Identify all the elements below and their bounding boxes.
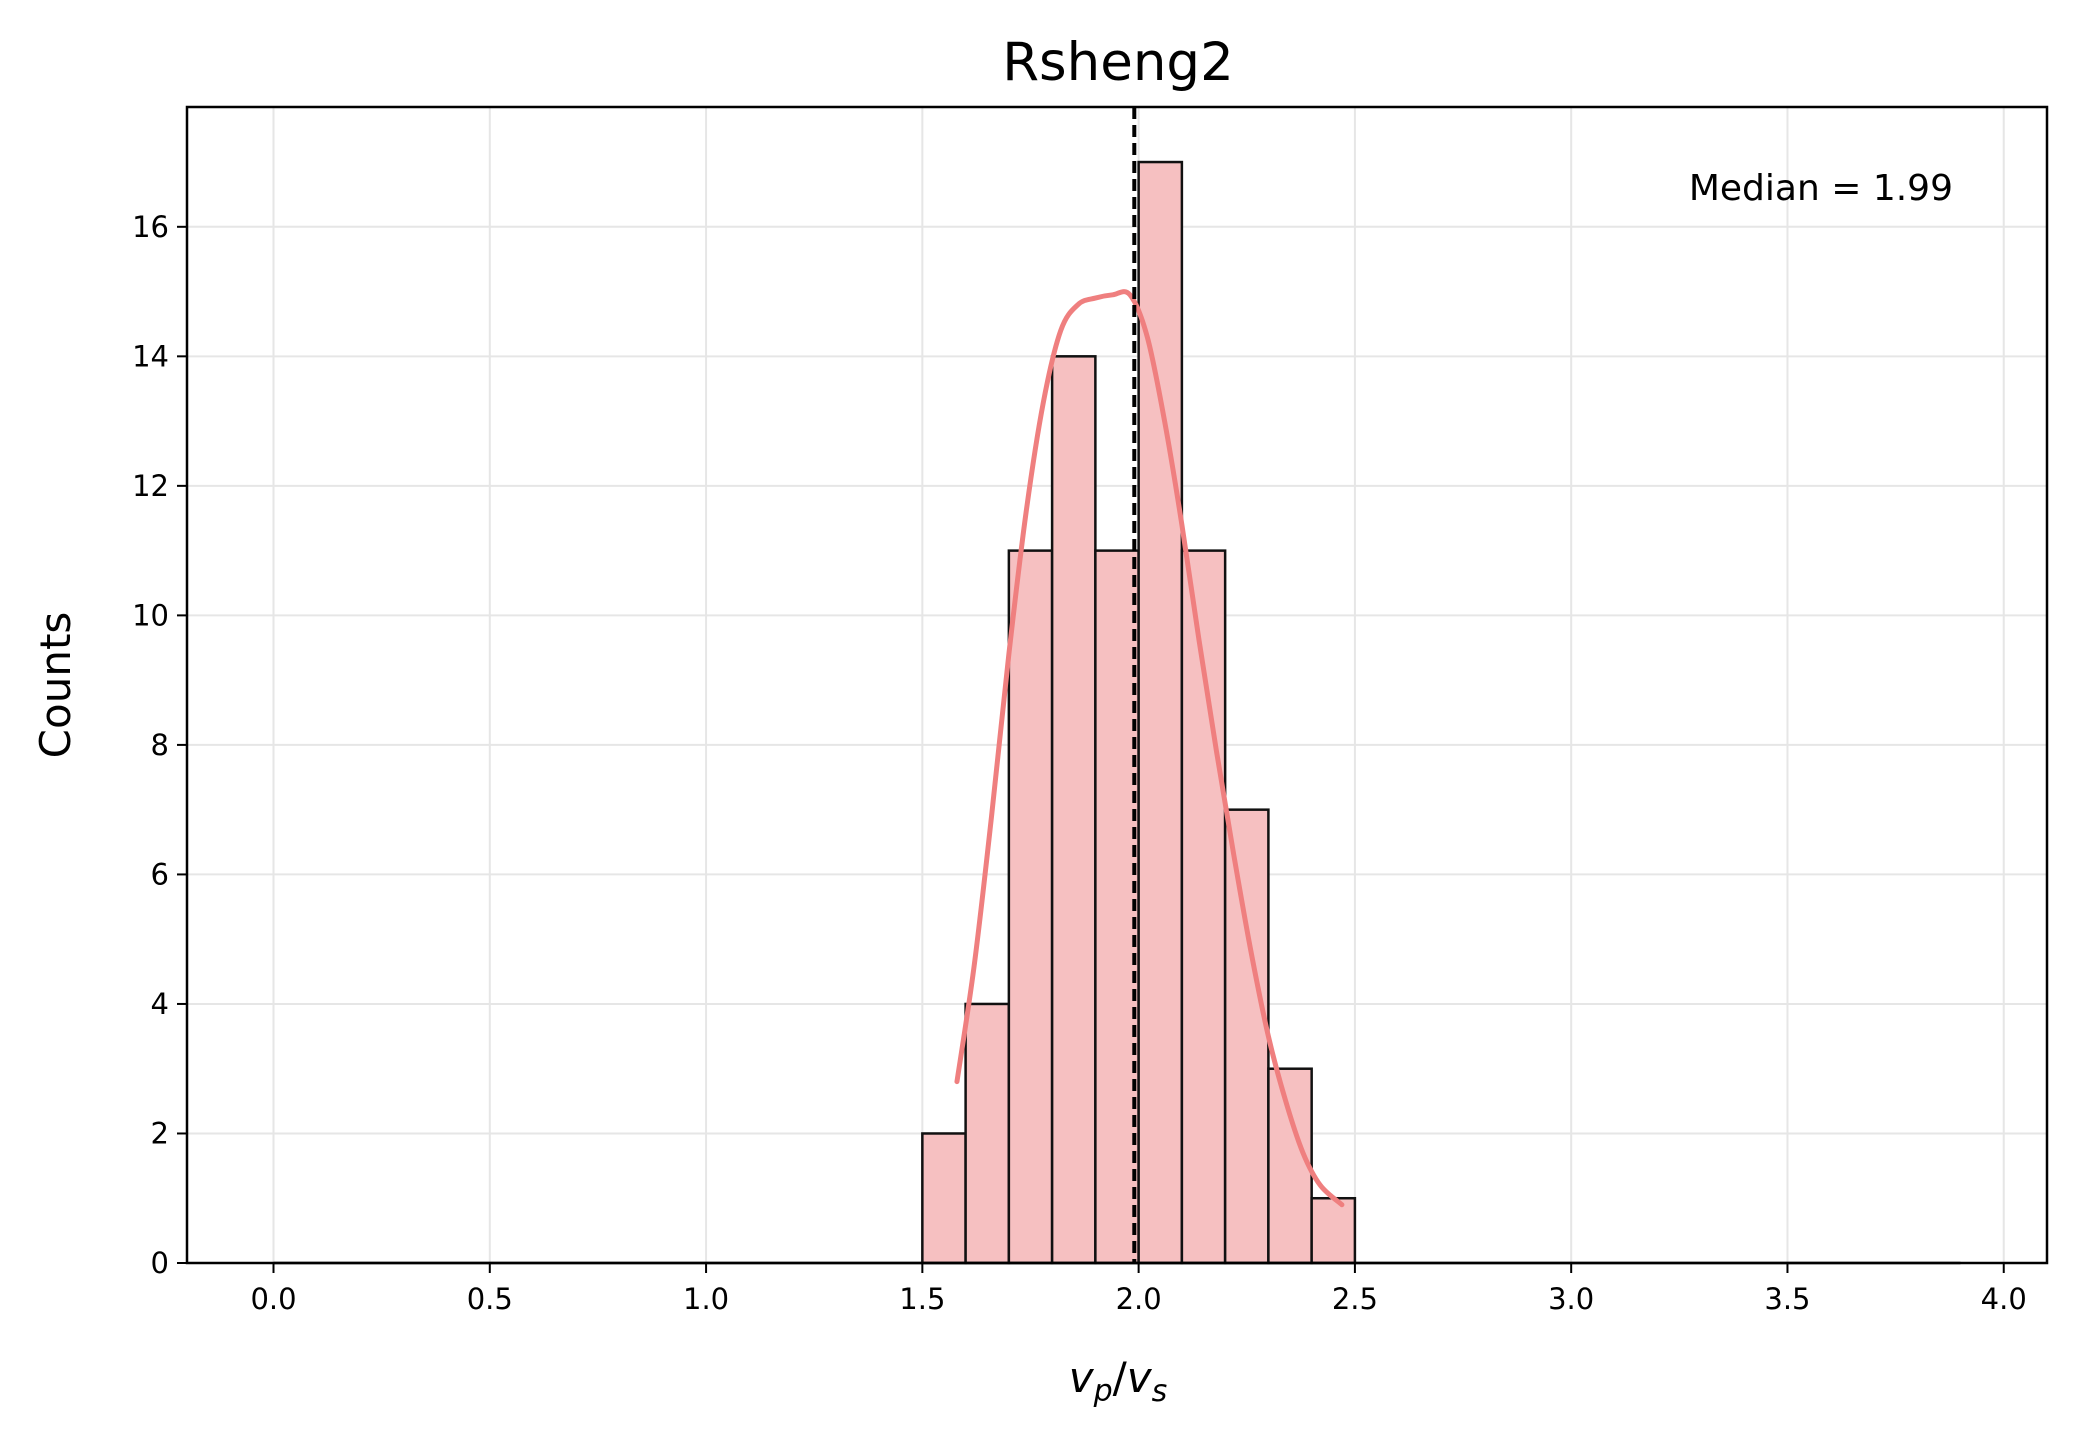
histogram-bar-1 — [964, 1002, 1011, 1265]
y-axis-label: Counts — [31, 612, 80, 759]
x-axis-ticks: 0.0 0.5 1.0 1.5 2.0 2.5 3.0 3.5 4.0 — [250, 1263, 2027, 1316]
x-tick-label-0: 0.0 — [250, 1282, 296, 1316]
chart-title: Rsheng2 — [1002, 32, 1234, 93]
y-tick-label-0: 0 — [151, 1246, 169, 1280]
x-tick-label-7: 3.5 — [1764, 1282, 1810, 1316]
plot-frame — [185, 105, 2049, 1265]
x-tick-label-4: 2.0 — [1116, 1282, 1162, 1316]
histogram-bars — [921, 160, 1357, 1265]
y-axis-ticks: 0 2 4 6 8 10 12 14 16 — [132, 210, 187, 1280]
y-tick-label-5: 10 — [132, 598, 169, 632]
histogram-bar-9 — [1310, 1196, 1357, 1265]
x-label-sub-s: s — [1152, 1374, 1168, 1409]
x-label-sub-p: p — [1093, 1374, 1113, 1409]
histogram-bar-2 — [1007, 549, 1054, 1265]
histogram-bar-8 — [1267, 1067, 1313, 1265]
x-tick-label-3: 1.5 — [899, 1282, 945, 1316]
y-tick-label-3: 6 — [151, 857, 169, 891]
y-tick-label-4: 8 — [151, 728, 169, 762]
x-label-v1: v — [1069, 1353, 1095, 1402]
histogram-bar-3 — [1050, 355, 1097, 1265]
y-tick-label-8: 16 — [132, 210, 169, 244]
y-tick-label-6: 12 — [132, 469, 169, 503]
x-tick-label-5: 2.5 — [1332, 1282, 1378, 1316]
histogram-bar-4 — [1094, 549, 1140, 1265]
x-tick-label-8: 4.0 — [1981, 1282, 2027, 1316]
x-label-slash: / — [1113, 1353, 1128, 1402]
x-axis-label: vp/vs — [1069, 1353, 1168, 1409]
x-tick-label-1: 0.5 — [467, 1282, 513, 1316]
y-tick-label-1: 2 — [151, 1116, 169, 1150]
kde-curve — [954, 289, 1345, 1208]
y-tick-label-7: 14 — [132, 339, 169, 373]
x-label-v2: v — [1127, 1353, 1153, 1402]
x-tick-label-2: 1.0 — [683, 1282, 729, 1316]
median-annotation: Median = 1.99 — [1689, 168, 1953, 209]
y-tick-label-2: 4 — [151, 987, 169, 1021]
x-tick-label-6: 3.0 — [1548, 1282, 1594, 1316]
histogram-bar-0 — [921, 1132, 967, 1265]
kde-line — [954, 289, 1345, 1208]
histogram-bar-7 — [1223, 808, 1270, 1265]
